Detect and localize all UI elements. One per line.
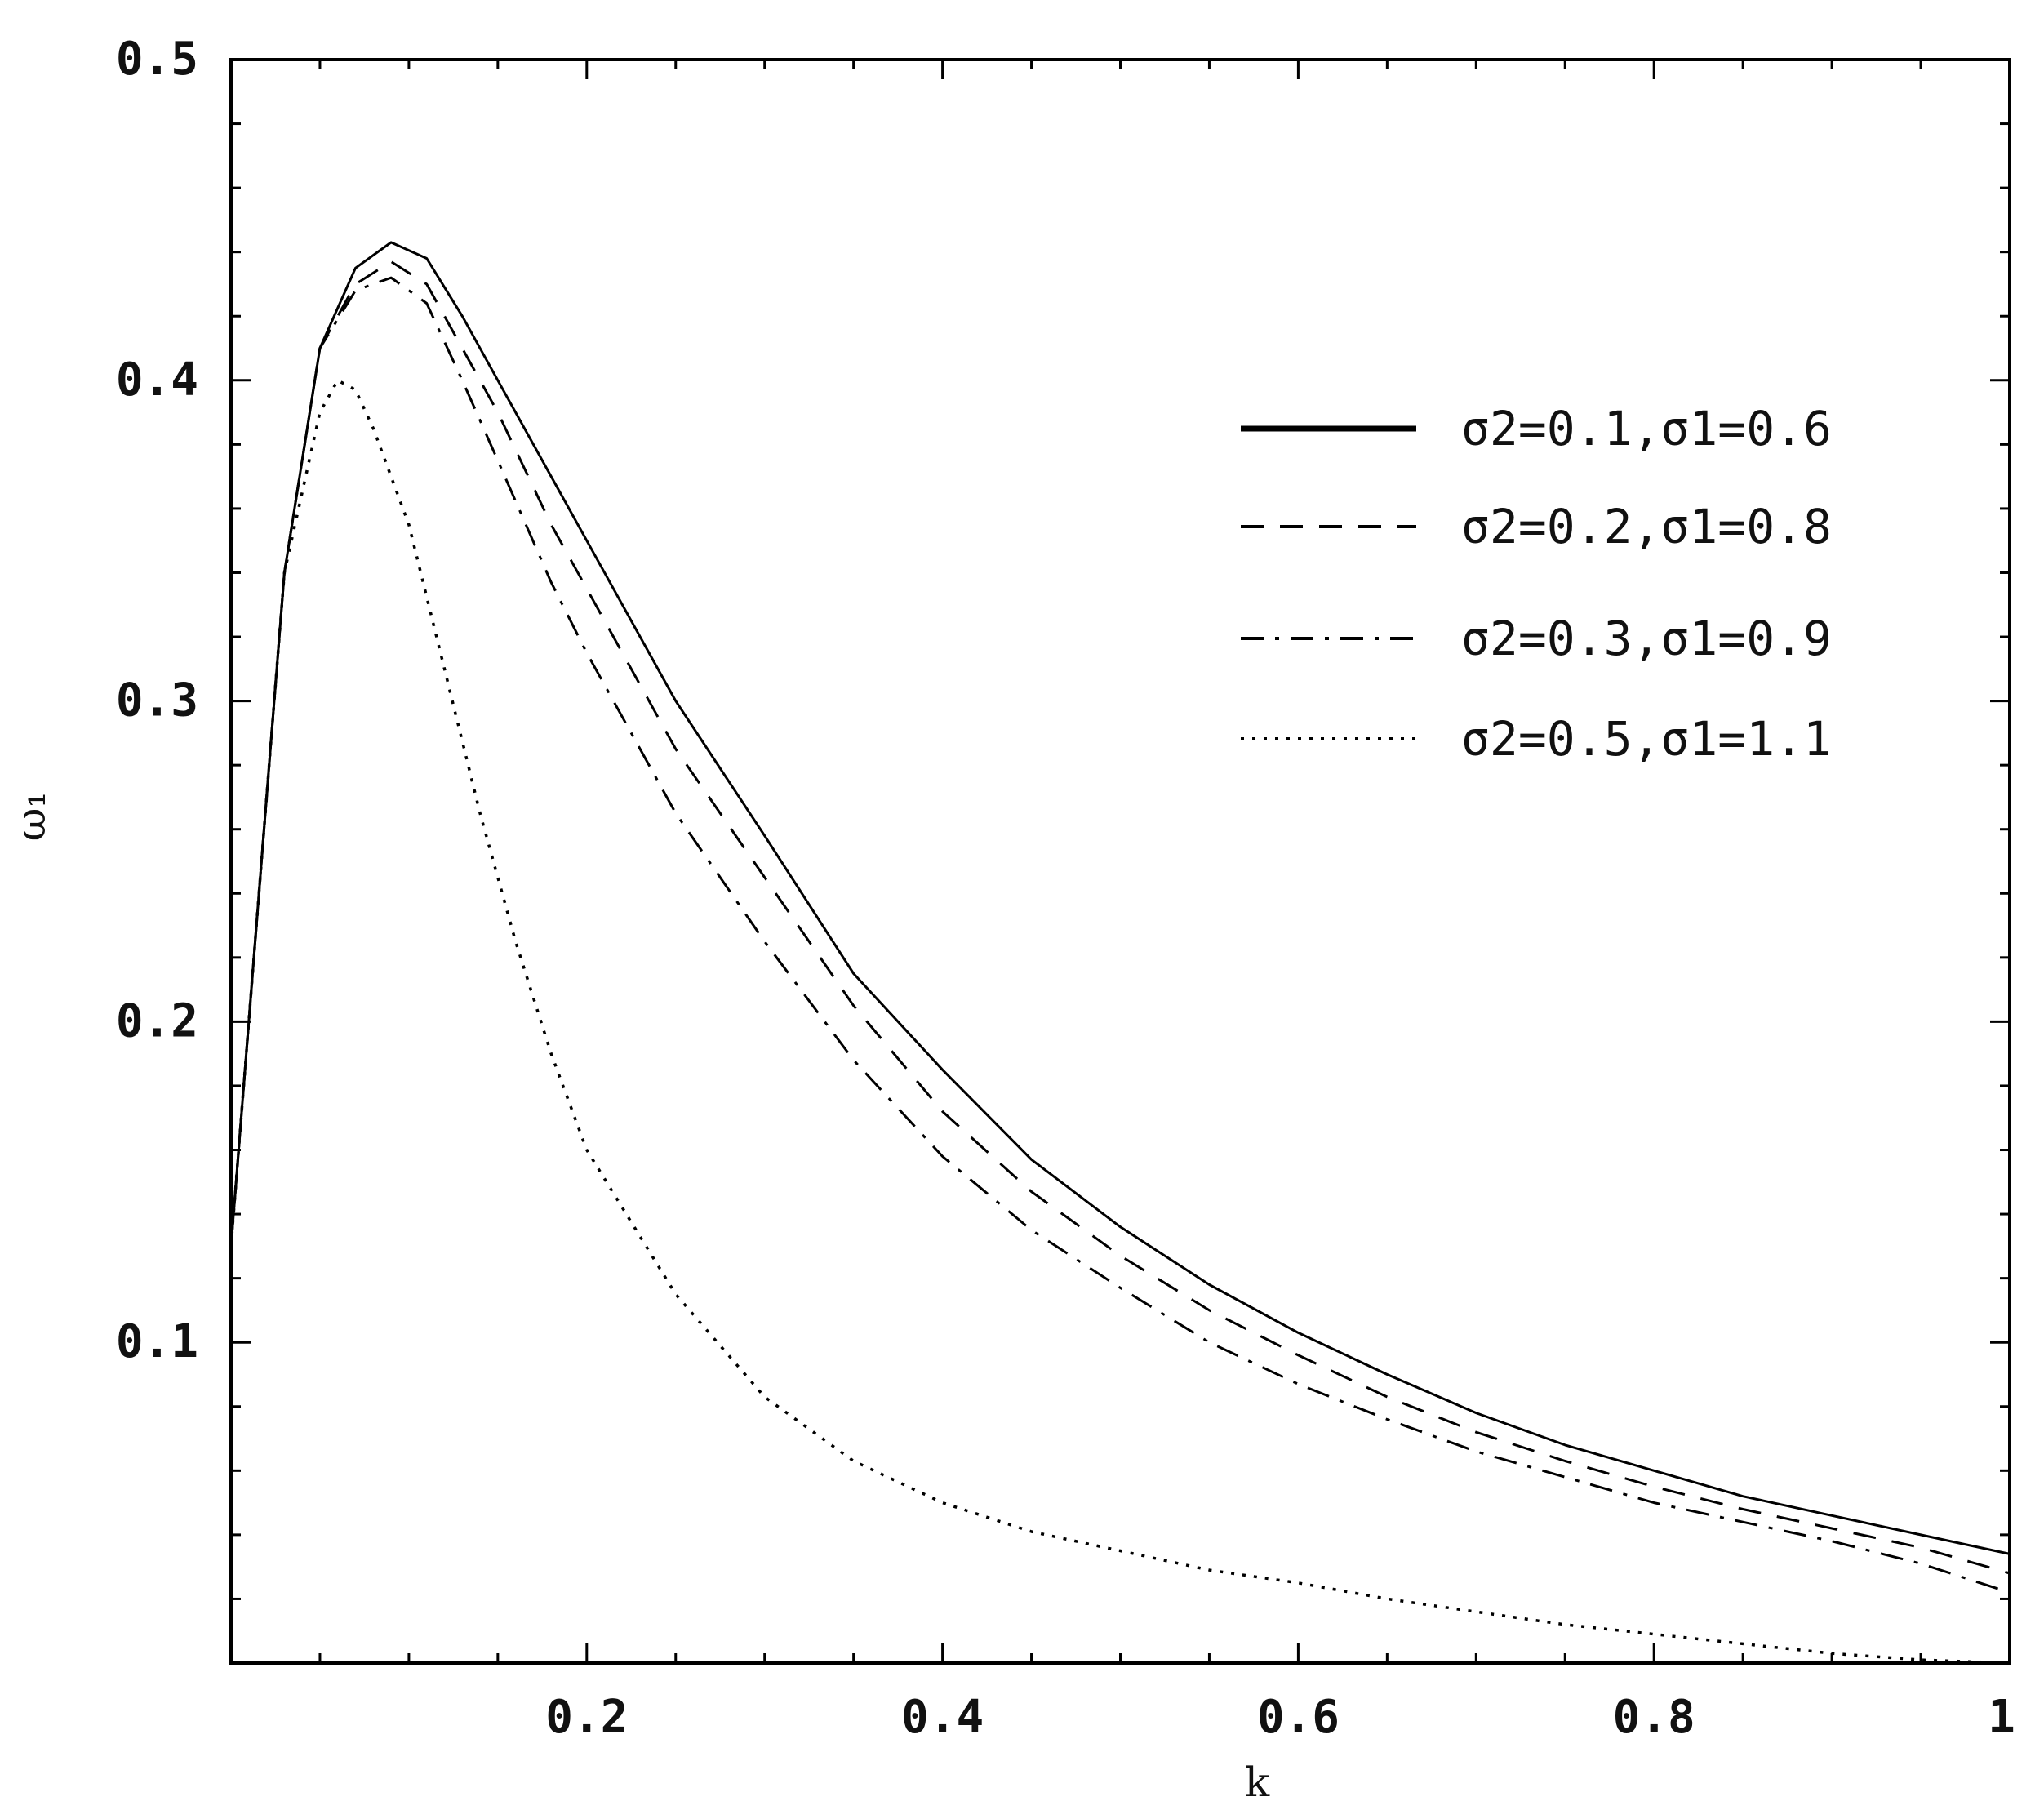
axis-tick-labels: 0.2 0.4 0.6 0.8 1 0.1 0.2 0.3 0.4 0.5 [116,33,2015,1744]
series-line-4 [229,379,2011,1665]
x-tick-label: 0.6 [1257,1691,1340,1744]
axis-ticks [231,60,2010,1663]
y-tick-label: 0.3 [116,674,198,727]
series-line-2 [229,260,2011,1575]
legend-label-4: σ2=0.5,σ1=1.1 [1461,711,1832,767]
y-tick-label: 0.2 [116,994,198,1047]
x-tick-label: 1 [1988,1691,2015,1744]
y-tick-label: 0.5 [116,33,198,86]
legend-label-2: σ2=0.2,σ1=0.8 [1461,499,1832,554]
y-tick-label: 0.4 [116,354,198,407]
plot-frame [229,58,2011,1665]
x-axis-label: k [1245,1759,1270,1806]
legend: σ2=0.1,σ1=0.6 σ2=0.2,σ1=0.8 σ2=0.3,σ1=0.9 σ… [1241,401,1832,767]
x-tick-label: 0.4 [901,1691,984,1744]
x-tick-label: 0.8 [1613,1691,1695,1744]
x-tick-label: 0.2 [545,1691,628,1744]
legend-label-3: σ2=0.3,σ1=0.9 [1461,611,1832,666]
legend-label-1: σ2=0.1,σ1=0.6 [1461,401,1832,456]
series-line-3 [229,276,2011,1594]
series-line-1 [229,241,2011,1555]
y-tick-label: 0.1 [116,1315,198,1368]
series-layer [229,241,2011,1665]
y-axis-label: ω₁ [7,792,55,842]
